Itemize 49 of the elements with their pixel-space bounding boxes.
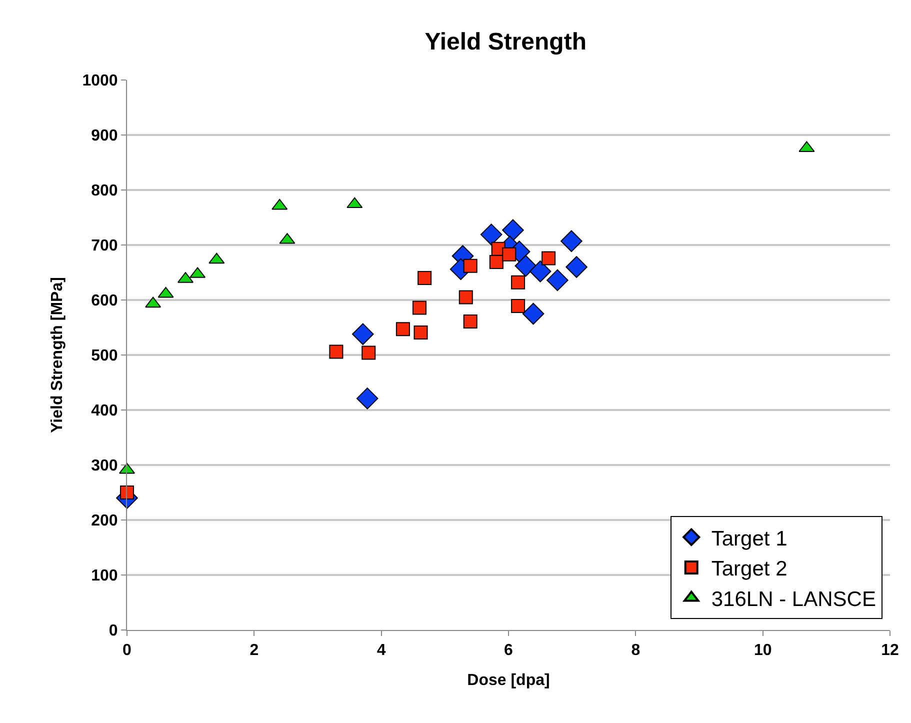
point [529,260,552,282]
legend-label: Target 1 [711,527,788,550]
point [514,255,537,277]
point [489,255,504,270]
y-tick-label: 300 [91,458,118,475]
point [463,258,478,273]
point [566,256,588,278]
chart-title: Yield Strength [424,28,587,56]
point [511,275,526,290]
x-tick-label: 10 [754,642,772,660]
point [560,230,582,252]
x-tick-label: 12 [881,642,899,660]
y-tick-label: 900 [91,128,118,145]
point [414,325,428,340]
point [522,302,544,325]
point [418,271,432,285]
point [412,300,426,315]
x-tick-label: 4 [376,642,386,660]
point [511,299,526,314]
x-tick-label: 2 [250,642,259,660]
x-tick-label: 6 [504,642,514,660]
y-tick-label: 700 [91,238,118,255]
x-tick-label: 8 [631,642,640,660]
y-tick-label: 100 [91,568,118,585]
x-tick-label: 0 [122,642,132,660]
y-axis-title: Yield Strength [MPa] [49,277,66,433]
y-tick-label: 800 [91,182,118,200]
point [356,388,378,410]
point [458,290,473,304]
legend-label: Target 2 [711,558,788,581]
y-tick-label: 600 [91,292,118,310]
y-tick-label: 400 [91,402,118,420]
point [396,322,410,336]
y-tick-label: 0 [108,622,118,640]
x-axis-title: Dose [dpa] [467,672,550,689]
y-tick-label: 1000 [82,72,118,90]
point [352,323,374,345]
point [546,269,568,292]
y-tick-label: 500 [91,348,118,365]
point [362,346,376,360]
point [542,251,556,266]
point [480,224,502,246]
point [502,219,524,242]
point [502,247,516,262]
point [329,344,344,359]
point [463,314,478,328]
legend-label: 316LN - LANSCE [711,588,876,611]
y-tick-label: 200 [91,512,118,530]
point [120,486,134,500]
